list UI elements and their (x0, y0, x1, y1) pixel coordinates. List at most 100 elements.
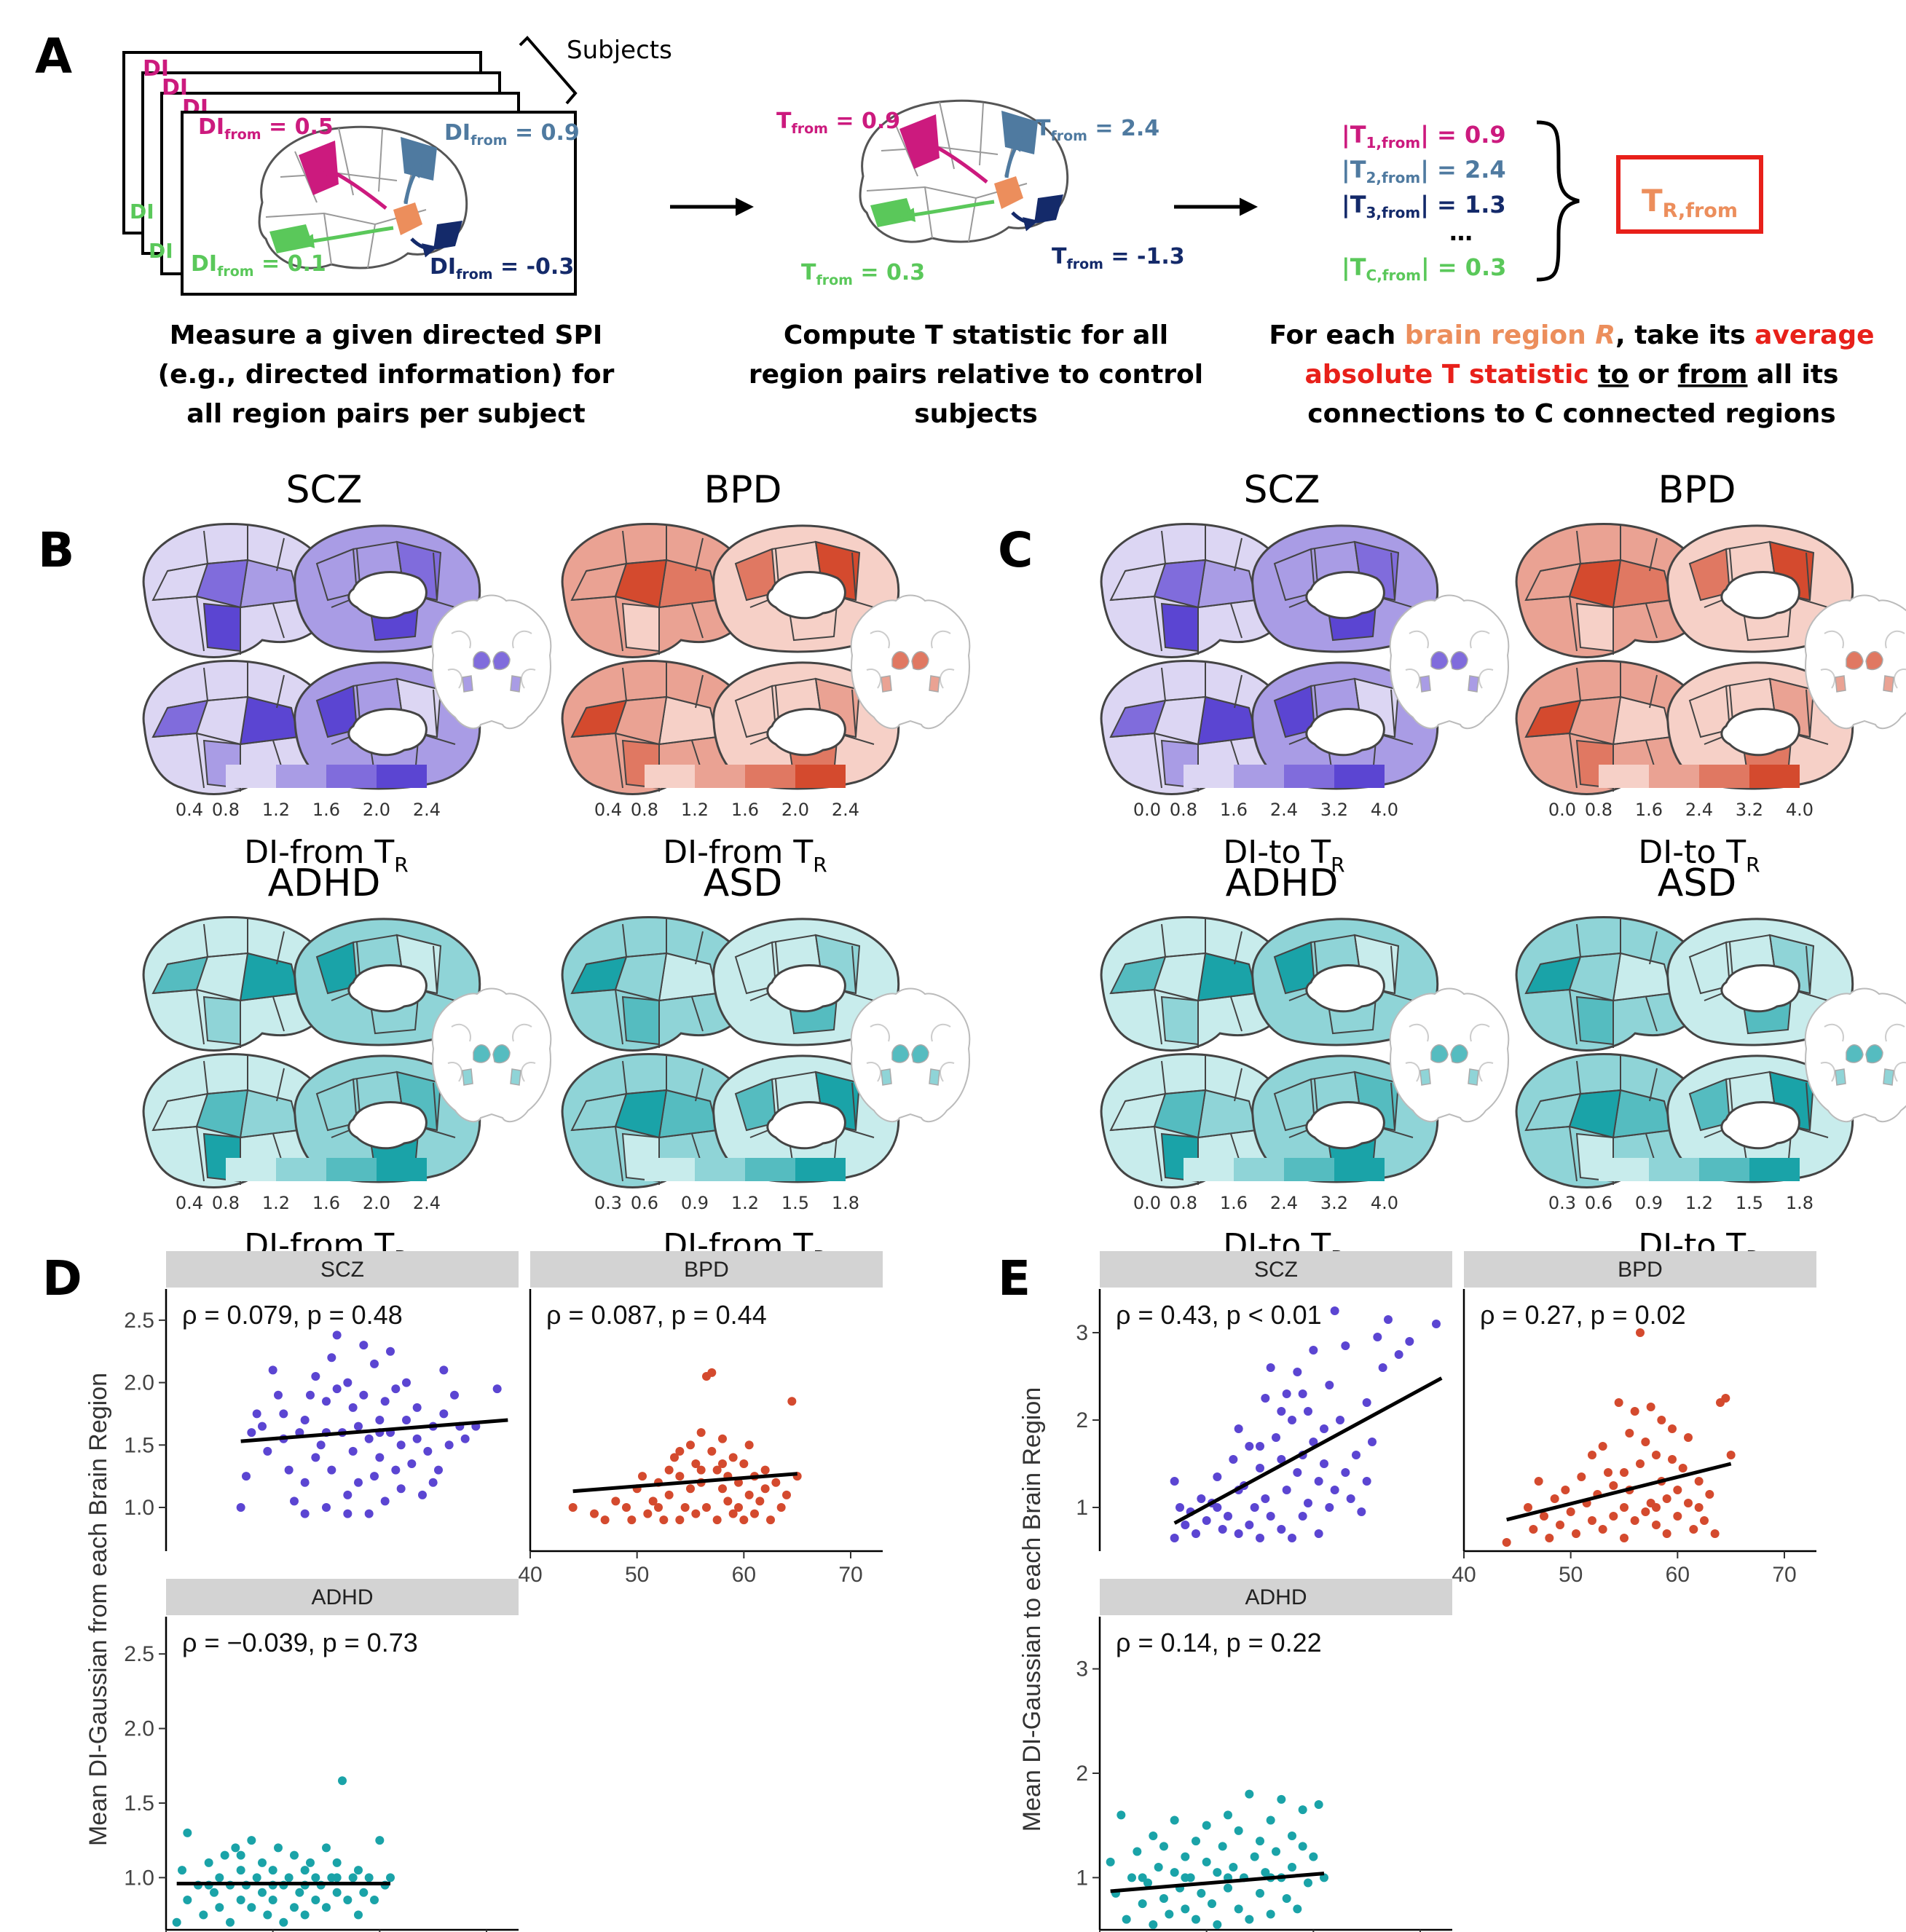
panel-c-map-bpd-medial-left-sulcus-1 (1689, 540, 1814, 564)
panel-e-facet-bpd-point-34 (1652, 1451, 1661, 1459)
panel-e-facet-scz-y-tick-label-2: 2 (1076, 1408, 1088, 1432)
panel-e-facet-scz-point-48 (1330, 1486, 1339, 1494)
step2-caption-line-3: subjects (914, 399, 1038, 429)
panel-b-map-adhd-colorbar-tick-6: 2.4 (413, 1193, 441, 1213)
panel-c-map-scz-lateral-right-sulcus-6 (1154, 733, 1162, 789)
panel-b-map-adhd-medial-left-sulcus-5 (433, 945, 438, 994)
panel-d-facet-scz-point-32 (359, 1341, 369, 1350)
panel-e-facet-adhd-point-26 (1208, 1899, 1216, 1909)
panel-e-facet-bpd-point-6 (1545, 1534, 1554, 1542)
panel-d-facet-scz-point-45 (391, 1384, 401, 1394)
panel-e-facet-adhd-point-38 (1250, 1852, 1259, 1861)
subjects-label: Subjects (567, 36, 672, 65)
panel-e-facet-scz-point-38 (1304, 1499, 1312, 1507)
panel-e-facet-bpd-point-16 (1598, 1442, 1607, 1451)
step3-caption-line-3: connections to C connected regions (1307, 399, 1835, 429)
panel-e-facet-adhd-point-50 (1293, 1904, 1302, 1914)
panel-e-facet-adhd-point-32 (1229, 1863, 1238, 1872)
panel-b-map-bpd-colorbar-tick-6: 2.4 (832, 800, 859, 820)
panel-b-map-adhd-lateral-right-sulcus-6 (196, 1126, 205, 1182)
panel-c-map-asd-colorbar-tick-2: 0.6 (1585, 1193, 1612, 1213)
panel-d-facet-scz-point-43 (386, 1347, 395, 1356)
panel-e-facet-bpd-point-17 (1598, 1525, 1607, 1534)
panel-d-facet-scz-point-54 (423, 1446, 433, 1456)
t-row-4: |TC,from| = 0.3 (1342, 253, 1506, 284)
panel-e-facet-bpd-point-54 (1721, 1394, 1730, 1403)
panel-b-map-bpd-colorbar-step-1 (645, 765, 695, 788)
panel-e-facet-scz-point-20 (1256, 1464, 1264, 1472)
panel-b-map-asd-lateral-left-region-4 (621, 995, 660, 1046)
panel-c-map-bpd-colorbar-step-4 (1749, 765, 1800, 788)
panel-e-facet-bpd-point-5 (1540, 1512, 1548, 1521)
panel-b-map-scz-lateral-right-sulcus-6 (196, 733, 205, 789)
panel-e-facet-bpd-point-50 (1700, 1516, 1709, 1525)
panel-d-facet-scz-point-38 (375, 1416, 385, 1424)
panel-c-map-scz-colorbar-tick-4: 2.4 (1270, 800, 1298, 820)
panel-c-map-bpd-medial-right-sulcus-1 (1689, 677, 1814, 701)
panel-d-facet-bpd-point-22 (691, 1509, 701, 1518)
panel-b-map-bpd-colorbar-step-3 (745, 765, 795, 788)
panel-c-map-asd-colorbar-tick-5: 1.5 (1736, 1193, 1763, 1213)
panel-e-facet-adhd-strip (1100, 1579, 1452, 1615)
panel-b-map-bpd-medial-left-sulcus-1 (735, 540, 860, 564)
panel-c-map-scz-coronal (1389, 594, 1510, 730)
panel-c-map-asd-colorbar-step-4 (1749, 1158, 1800, 1181)
panel-b-map-asd-lateral-right-sulcus-6 (615, 1126, 623, 1182)
panel-c-map-bpd-lateral-left-sulcus-8 (1645, 603, 1658, 639)
panel-e-facet-scz-point-61 (1394, 1350, 1403, 1359)
panel-c-map-scz-lateral-left-sulcus-8 (1230, 603, 1243, 639)
panel-d-facet-adhd-point-56 (236, 1850, 245, 1860)
panel-e-facet-scz-point-25 (1266, 1512, 1275, 1521)
panel-d-facet-scz-point-3 (247, 1428, 256, 1438)
subjects-bracket (519, 36, 578, 105)
panel-b-map-bpd-coronal-subcortical-l (891, 651, 910, 670)
step3-caption: For each brain region R, take its averag… (1269, 320, 1874, 429)
panel-d-facet-bpd-point-41 (744, 1490, 754, 1499)
panel-b-map-asd-medial-right-sulcus-1 (735, 1071, 860, 1095)
panel-c-map-scz-colorbar-tick-5: 3.2 (1320, 800, 1348, 820)
panel-e-facet-scz-point-62 (1405, 1337, 1414, 1346)
panel-d-facet-bpd-point-40 (739, 1515, 749, 1525)
panel-b-map-scz-colorbar-tick-4: 1.6 (312, 800, 340, 820)
panel-e-facet-adhd-point-9 (1149, 1832, 1158, 1840)
panel-e-facet-scz-point-67 (1298, 1389, 1307, 1398)
panel-e-facet-scz-point-52 (1346, 1494, 1355, 1503)
panel-c-map-asd-medial-left-sulcus-5 (1805, 945, 1811, 994)
panel-b-map-bpd-colorbar-tick-2: 0.8 (631, 800, 658, 820)
panel-c-map-asd-coronal-folds (1820, 1023, 1906, 1082)
panel-b-map-bpd-lateral-left-sulcus-3 (622, 530, 627, 564)
panel-b-map-bpd-coronal-subcortical-r (911, 651, 929, 671)
t-row-1: |T1,from| = 0.9 (1342, 121, 1506, 151)
panel-e-facet-adhd-point-43 (1266, 1909, 1275, 1919)
panel-e-facet-bpd-point-2 (1524, 1503, 1532, 1512)
panel-b-map-adhd-coronal-hippocampus-l (462, 1068, 473, 1086)
panel-d-facet-scz-point-15 (306, 1390, 315, 1400)
panel-b-map-adhd-colorbar-step-3 (326, 1158, 377, 1181)
panel-e-facet-scz-point-21 (1256, 1534, 1264, 1542)
panel-d-facet-adhd-point-15 (236, 1896, 245, 1905)
panel-b-map-scz-coronal-outline (431, 594, 552, 730)
step2-caption: Compute T statistic for all region pairs… (749, 320, 1203, 429)
panel-d-facet-adhd-point-29 (284, 1873, 294, 1882)
panel-c-map-adhd-medial-right-sulcus-1 (1274, 1071, 1399, 1095)
panel-c-map-adhd-coronal-subcortical-l (1430, 1044, 1449, 1063)
panel-e-facet-scz-point-66 (1277, 1407, 1286, 1416)
panel-b-map-scz-medial-left (294, 524, 481, 653)
side-label-2: DI (149, 239, 173, 263)
panel-b-map-scz-coronal-hippocampus-r (510, 675, 521, 693)
panel-b-map-adhd-lateral-left-sulcus-3 (203, 923, 208, 958)
panel-d-facet-scz-point-69 (279, 1409, 288, 1419)
panel-c-map-asd-lateral-left-sulcus-2 (1525, 988, 1672, 1002)
panel-c-map-scz-medial-right-sulcus-1 (1274, 677, 1399, 701)
panel-c-map-asd-medial-right-sulcus-5 (1805, 1082, 1811, 1131)
panel-c-map-asd-lateral-left (1515, 916, 1706, 1052)
panel-b-map-bpd-lateral-left-region-4 (621, 602, 660, 652)
step2-caption-line-2: region pairs relative to control (749, 360, 1203, 390)
panel-d-facet-bpd-point-51 (782, 1490, 791, 1499)
panel-d-facet-bpd-point-1 (568, 1503, 578, 1512)
panel-c-map-scz: SCZ 0.0 0.8 1.6 2.4 3.2 4.0 DI-to TR (1100, 468, 1510, 877)
panel-b-map-adhd-lateral-right (142, 1053, 334, 1188)
panel-b-map-scz-colorbar-step-3 (326, 765, 377, 788)
panel-c-map-bpd: BPD 0.0 0.8 1.6 2.4 3.2 4.0 DI-to TR (1515, 468, 1906, 877)
